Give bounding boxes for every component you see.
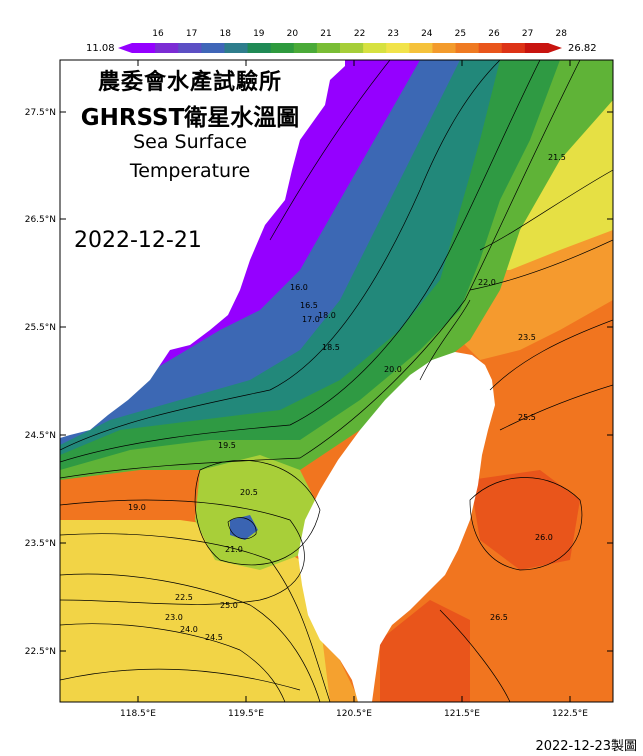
title-line-1: 農委會水產試驗所 xyxy=(97,70,282,95)
sea-patch-warm-south xyxy=(380,600,470,702)
colorbar-swatch xyxy=(340,43,364,53)
colorbar-swatch xyxy=(132,43,156,53)
colorbar-swatch xyxy=(363,43,387,53)
map-date: 2022-12-21 xyxy=(74,228,202,253)
contour-label: 18.0 xyxy=(318,311,336,320)
sea-patch-warm-east xyxy=(470,470,580,570)
colorbar-right-arrow xyxy=(548,43,562,53)
colorbar-tick-label: 19 xyxy=(253,29,265,39)
contour-label: 22.5 xyxy=(175,593,193,602)
colorbar-tick-label: 18 xyxy=(219,29,231,39)
colorbar-swatch xyxy=(247,43,272,53)
lat-label: 24.5°N xyxy=(25,431,56,441)
contour-label: 26.5 xyxy=(490,613,508,622)
contour-label: 25.0 xyxy=(220,601,238,610)
contour-label: 25.5 xyxy=(518,413,536,422)
colorbar-swatch xyxy=(293,43,318,53)
lat-label: 27.5°N xyxy=(25,108,56,118)
colorbar-swatch xyxy=(432,43,457,53)
lon-label: 122.5°E xyxy=(552,709,588,719)
contour-label: 18.5 xyxy=(322,343,340,352)
colorbar-swatch xyxy=(201,43,225,53)
contour-label: 23.5 xyxy=(518,333,536,342)
contour-label: 20.5 xyxy=(240,488,258,497)
land-mainland xyxy=(60,60,345,438)
land-taiwan xyxy=(298,352,495,702)
lat-label: 22.5°N xyxy=(25,647,56,657)
contour-label: 22.0 xyxy=(478,278,496,287)
map-frame xyxy=(59,59,614,703)
colorbar-max-label: 26.82 xyxy=(568,43,597,54)
lon-label: 118.5°E xyxy=(120,709,156,719)
colorbar: 16 17 18 19 20 21 22 23 24 25 26 27 28 11.08 26.82 xyxy=(86,29,597,54)
colorbar-swatch xyxy=(155,43,179,53)
colorbar-tick-label: 26 xyxy=(488,29,500,39)
contour-label: 19.5 xyxy=(218,441,236,450)
contour-label: 21.0 xyxy=(225,545,243,554)
title-line-4: Temperature xyxy=(129,160,251,182)
colorbar-swatch xyxy=(455,43,480,53)
colorbar-tick-label: 17 xyxy=(186,29,197,39)
colorbar-tick-label: 28 xyxy=(555,29,567,39)
colorbar-tick-label: 21 xyxy=(320,29,331,39)
colorbar-swatch xyxy=(270,43,295,53)
contour-label: 24.5 xyxy=(205,633,223,642)
lon-label: 121.5°E xyxy=(444,709,480,719)
contour-label: 26.0 xyxy=(535,533,553,542)
colorbar-swatch xyxy=(409,43,433,53)
colorbar-tick-label: 16 xyxy=(152,29,164,39)
contour-label: 24.0 xyxy=(180,625,198,634)
title-line-3: Sea Surface xyxy=(133,131,247,153)
contour-label: 21.5 xyxy=(548,153,566,162)
colorbar-swatch xyxy=(386,43,410,53)
title-line-2: GHRSST衛星水溫圖 xyxy=(80,105,300,131)
lon-label: 120.5°E xyxy=(336,709,372,719)
colorbar-swatch xyxy=(501,43,526,53)
lat-label: 23.5°N xyxy=(25,539,56,549)
colorbar-swatch xyxy=(224,43,249,53)
contour-label: 16.0 xyxy=(290,283,308,292)
contour-label: 20.0 xyxy=(384,365,402,374)
colorbar-swatch xyxy=(316,43,341,53)
lat-label: 26.5°N xyxy=(25,215,56,225)
colorbar-swatch xyxy=(524,43,549,53)
contour-label: 17.0 xyxy=(302,315,320,324)
contour-label: 23.0 xyxy=(165,613,183,622)
contour-label: 19.0 xyxy=(128,503,146,512)
colorbar-tick-label: 23 xyxy=(387,29,398,39)
colorbar-min-label: 11.08 xyxy=(86,43,115,54)
colorbar-tick-label: 20 xyxy=(287,29,299,39)
colorbar-swatch xyxy=(178,43,202,53)
lat-label: 25.5°N xyxy=(25,323,56,333)
contour-lines xyxy=(60,60,613,702)
colorbar-tick-label: 25 xyxy=(455,29,466,39)
contour-label: 16.5 xyxy=(300,301,318,310)
colorbar-swatch xyxy=(478,43,503,53)
footer-produced-date: 2022-12-23製圖 xyxy=(535,739,637,754)
colorbar-tick-label: 27 xyxy=(522,29,533,39)
lon-label: 119.5°E xyxy=(228,709,264,719)
colorbar-tick-label: 22 xyxy=(354,29,365,39)
sea-patch-penghu xyxy=(195,455,320,570)
colorbar-left-arrow xyxy=(118,43,132,53)
colorbar-tick-label: 24 xyxy=(421,29,433,39)
